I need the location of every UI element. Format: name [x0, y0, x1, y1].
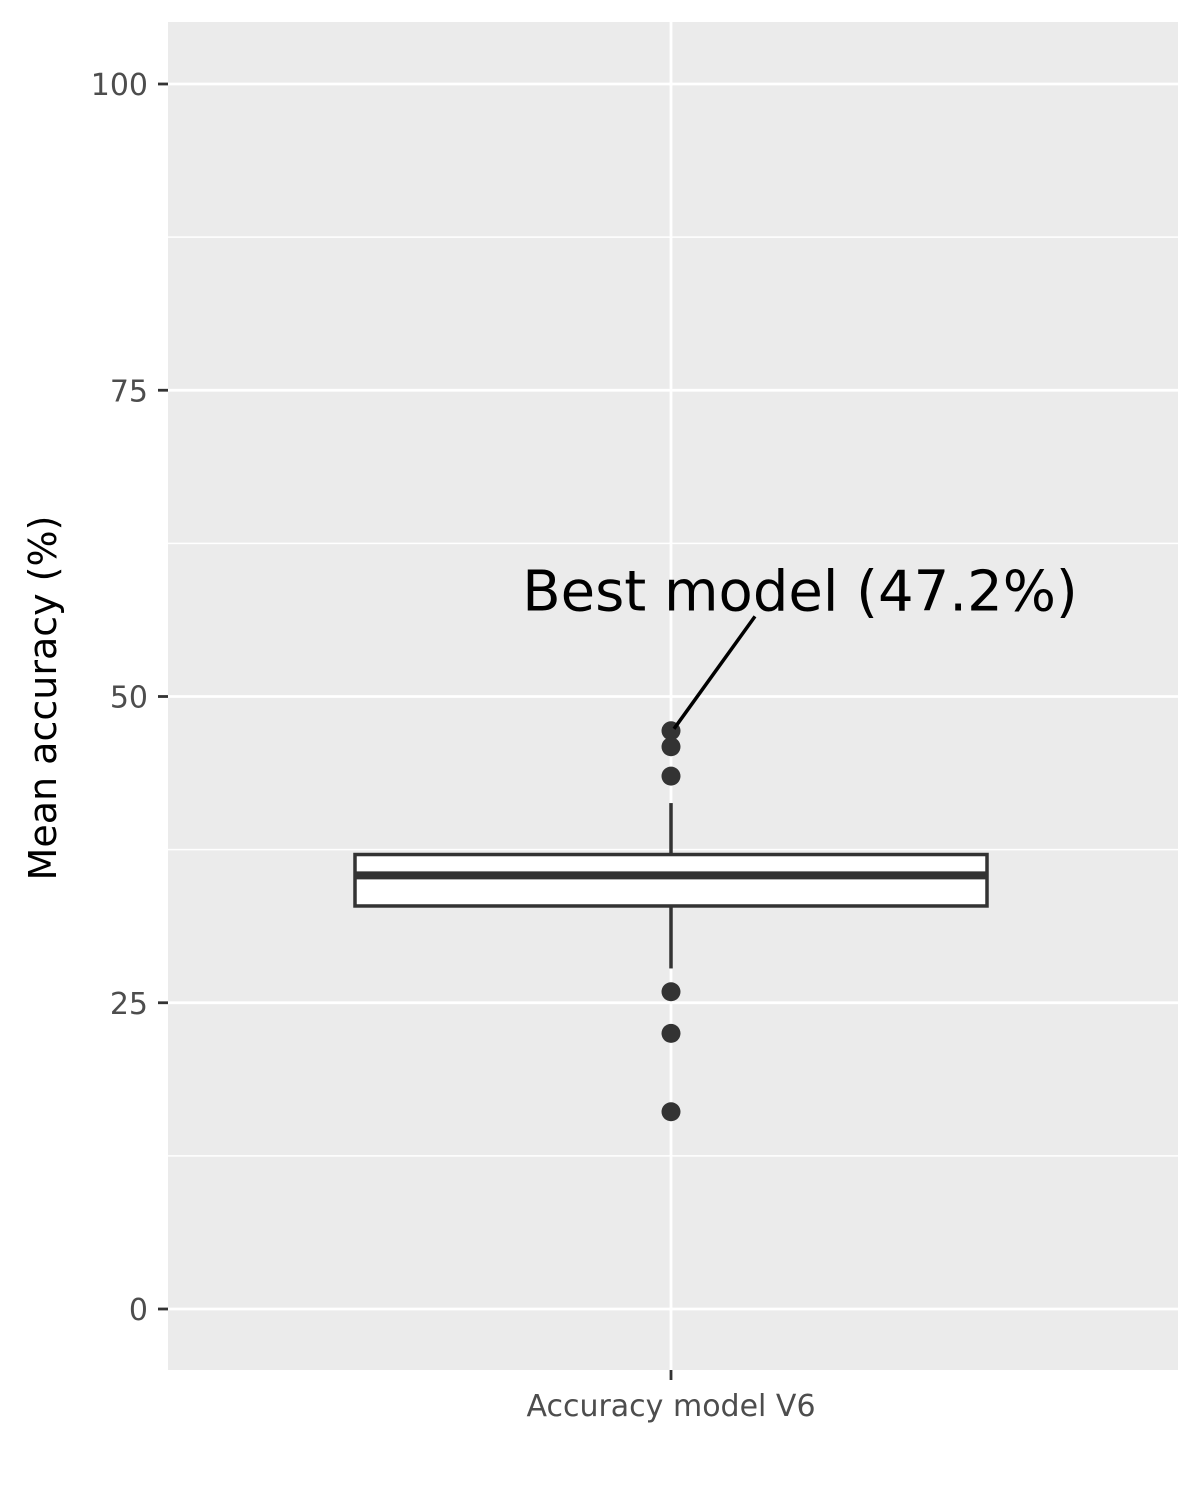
- y-axis-title: Mean accuracy (%): [21, 516, 65, 881]
- y-tick-label: 0: [129, 1293, 148, 1328]
- y-tick-label: 50: [110, 681, 148, 716]
- y-tick-label: 75: [110, 374, 148, 409]
- outlier-point: [661, 766, 681, 786]
- iqr-box: [353, 852, 989, 908]
- outlier-point: [661, 982, 681, 1002]
- y-axis: 0 25 50 75 100: [91, 68, 168, 1328]
- box-group: [353, 803, 989, 969]
- annotation: Best model (47.2%): [522, 559, 1078, 730]
- outlier-points: [661, 721, 681, 1122]
- x-axis: Accuracy model V6: [526, 1370, 816, 1424]
- outlier-point: [661, 1102, 681, 1122]
- y-tick-label: 25: [110, 987, 148, 1022]
- gridlines: [168, 22, 1178, 1370]
- outlier-point: [661, 737, 681, 757]
- outlier-point: [661, 1023, 681, 1043]
- x-tick-label: Accuracy model V6: [526, 1389, 815, 1424]
- annotation-label: Best model (47.2%): [522, 559, 1078, 624]
- y-tick-label: 100: [91, 68, 148, 103]
- annotation-leader-line: [672, 615, 757, 730]
